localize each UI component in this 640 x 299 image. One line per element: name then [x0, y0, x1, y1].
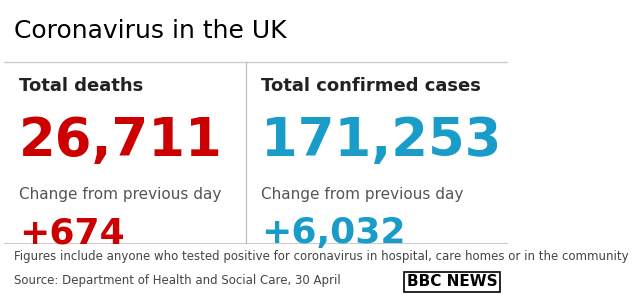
Text: Total confirmed cases: Total confirmed cases — [260, 77, 481, 95]
Text: Coronavirus in the UK: Coronavirus in the UK — [14, 19, 287, 43]
Text: Figures include anyone who tested positive for coronavirus in hospital, care hom: Figures include anyone who tested positi… — [14, 250, 629, 263]
Text: +674: +674 — [19, 216, 125, 250]
Text: Change from previous day: Change from previous day — [19, 187, 221, 202]
Text: Source: Department of Health and Social Care, 30 April: Source: Department of Health and Social … — [14, 274, 341, 287]
Text: 171,253: 171,253 — [260, 115, 501, 167]
Text: BBC NEWS: BBC NEWS — [406, 274, 497, 289]
Text: Total deaths: Total deaths — [19, 77, 143, 95]
Text: Change from previous day: Change from previous day — [260, 187, 463, 202]
Text: +6,032: +6,032 — [260, 216, 405, 250]
Text: 26,711: 26,711 — [19, 115, 223, 167]
